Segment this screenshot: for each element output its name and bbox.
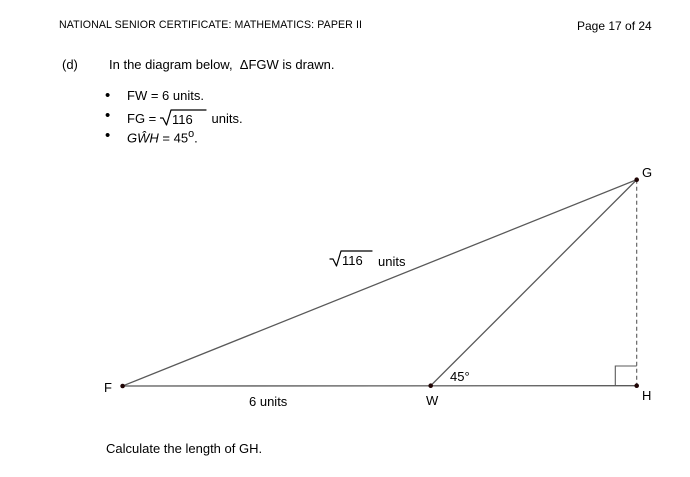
svg-text:45°: 45°: [450, 369, 470, 384]
svg-text:G: G: [642, 165, 652, 180]
svg-text:H: H: [642, 388, 651, 403]
svg-text:6 units: 6 units: [249, 394, 288, 409]
svg-text:116: 116: [342, 253, 363, 268]
svg-text:W: W: [426, 393, 439, 408]
svg-text:F: F: [104, 380, 112, 395]
svg-text:units: units: [378, 254, 406, 269]
